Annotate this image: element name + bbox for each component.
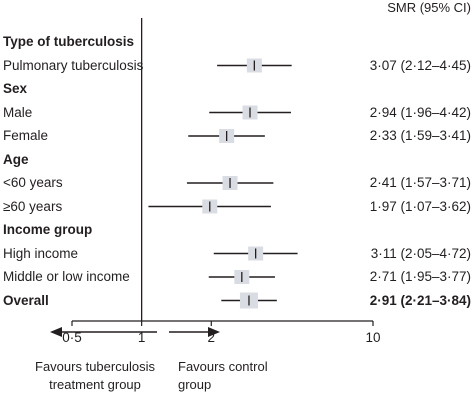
- x-tick-label: 1: [138, 330, 146, 345]
- row-label: <60 years: [3, 175, 63, 190]
- row-label: Pulmonary tuberculosis: [3, 57, 144, 73]
- row-label: Middle or low income: [3, 269, 130, 284]
- ci-value: 2·41 (1·57–3·71): [369, 175, 471, 190]
- group-heading: Sex: [3, 81, 28, 96]
- ci-value: 2·33 (1·59–3·41): [369, 128, 471, 143]
- ci-value: 3·07 (2·12–4·45): [369, 57, 471, 73]
- row-label: ≥60 years: [3, 198, 63, 214]
- ci-value: 2·94 (1·96–4·42): [369, 104, 471, 120]
- x-tick-label: 10: [365, 330, 380, 345]
- row-label: High income: [3, 245, 79, 261]
- favours-left-arrowhead: [50, 327, 62, 337]
- group-heading: Income group: [3, 222, 93, 237]
- row-label: Overall: [3, 292, 49, 308]
- row-label: Male: [3, 104, 33, 120]
- ci-value: 1·97 (1·07–3·62): [369, 198, 471, 214]
- group-heading: Age: [3, 151, 29, 167]
- ci-value: 2·91 (2·21–3·84): [369, 292, 471, 308]
- row-label: Female: [3, 128, 49, 143]
- favours-left-label: Favours tuberculosis treatment group: [35, 359, 155, 392]
- favours-right-label: Favours control group: [178, 359, 268, 392]
- x-tick-label: 2: [208, 330, 216, 345]
- ci-value: 2·71 (1·95–3·77): [369, 269, 471, 284]
- x-tick-label: 0·5: [62, 330, 82, 345]
- group-heading: Type of tuberculosis: [3, 34, 135, 49]
- favours-right-arrowhead: [208, 327, 220, 337]
- ci-value: 3·11 (2·05–4·72): [370, 245, 471, 261]
- column-header-smr: SMR (95% CI): [387, 0, 471, 15]
